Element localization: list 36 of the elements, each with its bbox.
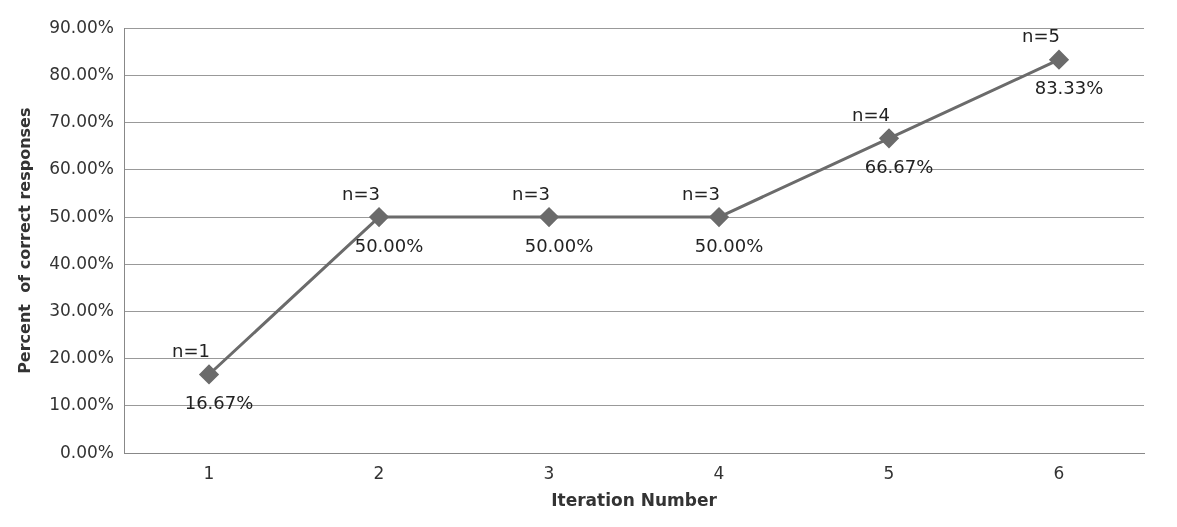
x-tick-label: 4 [713, 462, 725, 483]
data-label: 16.67% [184, 392, 254, 414]
annotation: n=3 [342, 182, 380, 204]
point [879, 128, 899, 148]
x-tick-label: 1 [203, 462, 215, 483]
data-label: 50.00% [354, 234, 424, 256]
x-tick-label: 5 [883, 462, 895, 483]
y-tick-label: 60.00% [49, 158, 115, 179]
y-tick-label: 30.00% [49, 299, 115, 320]
data-label: 50.00% [524, 234, 594, 256]
point [539, 207, 559, 227]
annotation: n=1 [172, 340, 210, 362]
annotation: n=5 [1022, 25, 1060, 47]
y-tick-label: 80.00% [49, 63, 115, 84]
point [1049, 50, 1069, 70]
annotation: n=3 [512, 182, 550, 204]
y-tick-label: 70.00% [49, 111, 115, 132]
y-tick-label: 40.00% [49, 252, 115, 273]
x-axis-title: Iteration Number [551, 490, 718, 511]
y-tick-label: 50.00% [49, 205, 115, 226]
data-label: 83.33% [1034, 77, 1104, 99]
annotation: n=4 [852, 104, 890, 126]
x-tick-label: 3 [543, 462, 555, 483]
y-axis-title: Percent of correct responses [14, 107, 34, 374]
point [709, 207, 729, 227]
point [199, 364, 219, 384]
data-label: 50.00% [694, 234, 764, 256]
y-tick-label: 10.00% [49, 394, 115, 415]
data-label: 66.67% [864, 156, 934, 178]
x-tick-label: 2 [373, 462, 385, 483]
point [369, 207, 389, 227]
y-tick-label: 0.00% [60, 441, 115, 462]
y-tick-label: 20.00% [49, 347, 115, 368]
annotation: n=3 [682, 182, 720, 204]
y-tick-label: 90.00% [49, 16, 115, 37]
x-tick-label: 6 [1053, 462, 1065, 483]
